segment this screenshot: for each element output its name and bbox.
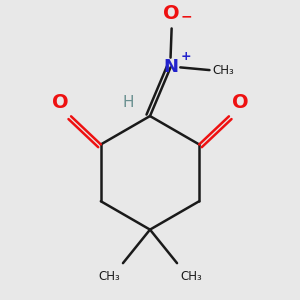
Text: O: O [232, 93, 248, 112]
Text: CH₃: CH₃ [98, 270, 120, 283]
Text: H: H [122, 95, 134, 110]
Text: −: − [181, 10, 193, 23]
Text: CH₃: CH₃ [180, 270, 202, 283]
Text: N: N [163, 58, 178, 76]
Text: +: + [180, 50, 191, 63]
Text: CH₃: CH₃ [213, 64, 235, 76]
Text: O: O [52, 93, 68, 112]
Text: O: O [163, 4, 180, 23]
